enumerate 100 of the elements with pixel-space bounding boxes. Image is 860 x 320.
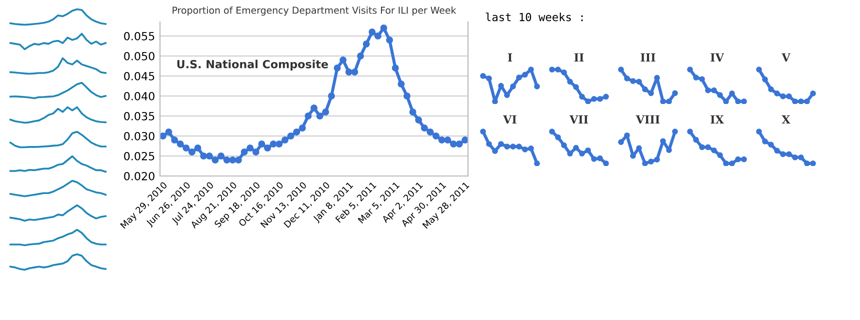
point [334, 64, 341, 72]
point [672, 90, 678, 96]
point [351, 68, 358, 76]
point [597, 96, 603, 102]
point [212, 156, 219, 164]
point [579, 150, 585, 156]
point [374, 32, 382, 40]
point [756, 66, 762, 72]
point [398, 80, 405, 88]
point [585, 147, 591, 154]
point [585, 98, 591, 104]
point [729, 90, 735, 96]
y-tick-label: 0.030 [124, 132, 154, 140]
chart-title: VII [569, 115, 588, 124]
point [234, 156, 242, 164]
point [660, 98, 666, 104]
point [188, 148, 196, 156]
point [711, 147, 717, 154]
point [792, 154, 798, 160]
point [567, 78, 573, 85]
point [687, 128, 693, 134]
point [206, 152, 213, 160]
text: last 10 weeks : [486, 12, 583, 22]
point [561, 142, 567, 148]
point [432, 132, 440, 140]
chart-title: I [508, 53, 512, 62]
point [504, 92, 510, 98]
point [555, 134, 561, 140]
point [597, 155, 603, 162]
point [549, 66, 555, 72]
point [218, 152, 224, 160]
y-tick-label: 0.025 [124, 152, 154, 160]
point [693, 74, 699, 80]
chart-title: VIII [636, 115, 660, 124]
point [380, 24, 388, 32]
point [444, 136, 452, 144]
point [717, 92, 723, 98]
point [693, 136, 699, 143]
point [567, 150, 573, 156]
point [480, 73, 486, 79]
point [492, 98, 498, 104]
point [642, 86, 648, 92]
point [409, 108, 416, 116]
point [522, 72, 528, 78]
point [340, 56, 347, 64]
point [510, 84, 516, 90]
point [258, 140, 266, 148]
point [555, 66, 561, 72]
point [741, 156, 747, 162]
point [804, 98, 810, 104]
point [510, 144, 516, 150]
point [534, 160, 540, 166]
point [804, 160, 810, 166]
point [368, 28, 376, 36]
point [780, 151, 786, 158]
point [534, 84, 540, 90]
point [591, 96, 597, 102]
point [276, 140, 283, 148]
point [786, 93, 792, 100]
point [549, 128, 555, 134]
point [798, 154, 804, 160]
point [522, 146, 528, 152]
point [705, 144, 711, 150]
chart-title: V [782, 53, 790, 62]
point [420, 124, 428, 132]
point [200, 152, 208, 160]
point [450, 140, 457, 148]
point [741, 98, 747, 104]
point [573, 84, 579, 90]
point [345, 68, 352, 76]
point [636, 78, 642, 85]
point [711, 87, 717, 94]
point [316, 112, 324, 120]
point [699, 76, 705, 82]
point [603, 160, 609, 166]
point [246, 144, 254, 152]
point [298, 124, 306, 132]
point [304, 112, 312, 120]
point [194, 144, 202, 152]
point [160, 132, 166, 140]
point [281, 136, 288, 144]
point [774, 148, 780, 154]
chart-title: IV [710, 53, 724, 62]
point [264, 144, 271, 152]
point [528, 66, 534, 72]
point [486, 76, 492, 82]
point [415, 116, 422, 124]
point [504, 144, 510, 150]
point [654, 156, 660, 163]
point [165, 128, 172, 136]
point [322, 108, 330, 116]
point [723, 160, 729, 166]
point [618, 139, 624, 145]
point [762, 138, 768, 144]
point [603, 94, 609, 100]
point [729, 160, 735, 166]
point [723, 98, 729, 104]
point [762, 76, 768, 82]
point [798, 98, 804, 104]
point [579, 94, 585, 100]
